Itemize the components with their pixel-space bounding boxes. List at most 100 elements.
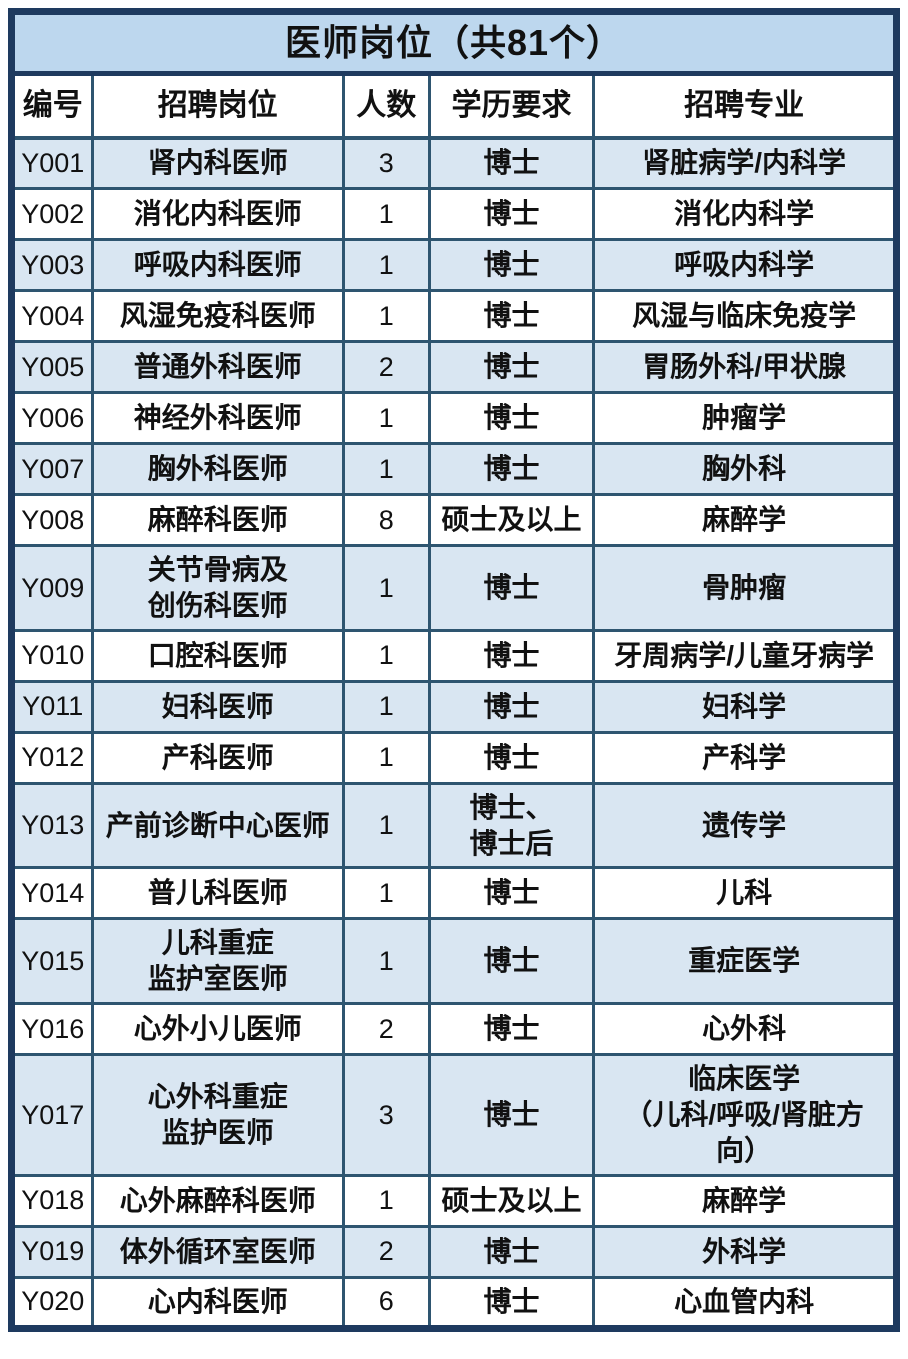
cell-position: 普儿科医师 [90,866,345,921]
table-header-row: 编号 招聘岗位 人数 学历要求 招聘专业 [10,72,898,140]
cell-education: 博士 [427,289,596,344]
cell-major: 临床医学 （儿科/呼吸/肾脏方 向） [592,1053,898,1177]
cell-position: 普通外科医师 [90,340,345,395]
cell-major: 肿瘤学 [592,391,898,446]
cell-position: 心外麻醉科医师 [90,1173,345,1228]
cell-count: 1 [341,544,431,632]
cell-position: 消化内科医师 [90,187,345,242]
cell-major: 遗传学 [592,781,898,870]
cell-major: 胸外科 [592,442,898,497]
cell-position: 口腔科医师 [90,628,345,683]
cell-count: 2 [341,1002,431,1057]
table-row: Y005 普通外科医师 2 博士 胃肠外科/甲状腺 [10,340,898,395]
cell-code: Y009 [10,544,94,632]
cell-code: Y016 [10,1002,94,1057]
cell-position: 妇科医师 [90,679,345,734]
table-row: Y002 消化内科医师 1 博士 消化内科学 [10,187,898,242]
cell-position: 心外小儿医师 [90,1002,345,1057]
cell-position: 关节骨病及 创伤科医师 [90,544,345,632]
cell-major: 呼吸内科学 [592,238,898,293]
cell-education: 博士 [427,1275,596,1330]
table-row: Y018 心外麻醉科医师 1 硕士及以上 麻醉学 [10,1173,898,1228]
cell-code: Y007 [10,442,94,497]
cell-major: 骨肿瘤 [592,544,898,632]
cell-count: 3 [341,1053,431,1177]
cell-major: 重症医学 [592,917,898,1006]
table-row: Y016 心外小儿医师 2 博士 心外科 [10,1002,898,1057]
cell-code: Y003 [10,238,94,293]
cell-code: Y011 [10,679,94,734]
cell-major: 产科学 [592,730,898,785]
cell-education: 博士 [427,628,596,683]
cell-count: 1 [341,917,431,1006]
table-row: Y003 呼吸内科医师 1 博士 呼吸内科学 [10,238,898,293]
cell-education: 博士 [427,1053,596,1177]
table-row: Y011 妇科医师 1 博士 妇科学 [10,679,898,734]
cell-count: 1 [341,679,431,734]
cell-code: Y001 [10,136,94,191]
cell-count: 1 [341,187,431,242]
cell-count: 1 [341,730,431,785]
cell-count: 1 [341,289,431,344]
cell-education: 博士 [427,544,596,632]
cell-position: 心外科重症 监护医师 [90,1053,345,1177]
cell-count: 8 [341,493,431,548]
cell-code: Y006 [10,391,94,446]
cell-position: 产前诊断中心医师 [90,781,345,870]
cell-count: 6 [341,1275,431,1330]
table-row: Y012 产科医师 1 博士 产科学 [10,730,898,785]
column-header-major: 招聘专业 [592,72,898,140]
physician-positions-table: 医师岗位（共81个） 编号 招聘岗位 人数 学历要求 招聘专业 Y001 肾内科医… [8,8,900,1332]
cell-major: 外科学 [592,1224,898,1279]
cell-major: 胃肠外科/甲状腺 [592,340,898,395]
cell-major: 心外科 [592,1002,898,1057]
table-row: Y010 口腔科医师 1 博士 牙周病学/儿童牙病学 [10,628,898,683]
cell-major: 风湿与临床免疫学 [592,289,898,344]
cell-major: 麻醉学 [592,1173,898,1228]
table-title-row: 医师岗位（共81个） [10,9,898,77]
table-row: Y006 神经外科医师 1 博士 肿瘤学 [10,391,898,446]
cell-count: 1 [341,866,431,921]
cell-education: 博士 [427,187,596,242]
table-row: Y015 儿科重症 监护室医师 1 博士 重症医学 [10,917,898,1006]
cell-major: 消化内科学 [592,187,898,242]
cell-code: Y018 [10,1173,94,1228]
cell-education: 博士 [427,1224,596,1279]
cell-education: 博士 [427,1002,596,1057]
table-title: 医师岗位（共81个） [10,9,898,77]
cell-code: Y020 [10,1275,94,1330]
cell-education: 博士 [427,866,596,921]
cell-code: Y017 [10,1053,94,1177]
table-row: Y014 普儿科医师 1 博士 儿科 [10,866,898,921]
table-row: Y004 风湿免疫科医师 1 博士 风湿与临床免疫学 [10,289,898,344]
cell-education: 博士、 博士后 [427,781,596,870]
cell-count: 1 [341,628,431,683]
cell-count: 2 [341,1224,431,1279]
column-header-code: 编号 [10,72,94,140]
cell-education: 博士 [427,917,596,1006]
cell-education: 博士 [427,391,596,446]
table-row: Y017 心外科重症 监护医师 3 博士 临床医学 （儿科/呼吸/肾脏方 向） [10,1053,898,1177]
table-row: Y009 关节骨病及 创伤科医师 1 博士 骨肿瘤 [10,544,898,632]
cell-major: 肾脏病学/内科学 [592,136,898,191]
cell-count: 1 [341,442,431,497]
cell-position: 神经外科医师 [90,391,345,446]
cell-education: 博士 [427,136,596,191]
cell-major: 心血管内科 [592,1275,898,1330]
cell-education: 硕士及以上 [427,493,596,548]
cell-major: 儿科 [592,866,898,921]
cell-position: 呼吸内科医师 [90,238,345,293]
cell-count: 1 [341,238,431,293]
cell-position: 产科医师 [90,730,345,785]
cell-major: 妇科学 [592,679,898,734]
column-header-position: 招聘岗位 [90,72,345,140]
cell-code: Y008 [10,493,94,548]
cell-code: Y019 [10,1224,94,1279]
table-row: Y007 胸外科医师 1 博士 胸外科 [10,442,898,497]
cell-code: Y014 [10,866,94,921]
cell-education: 博士 [427,442,596,497]
cell-count: 1 [341,1173,431,1228]
cell-education: 博士 [427,679,596,734]
column-header-education: 学历要求 [427,72,596,140]
cell-count: 3 [341,136,431,191]
